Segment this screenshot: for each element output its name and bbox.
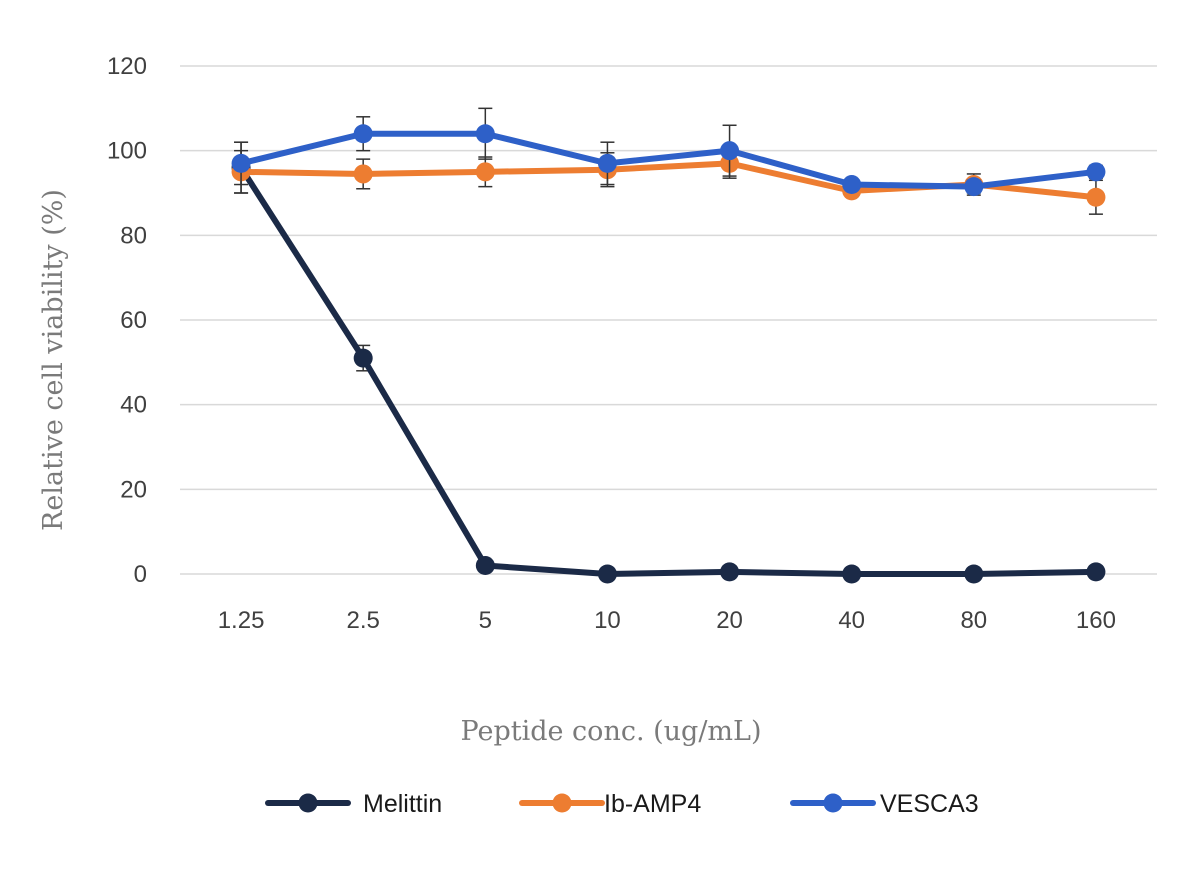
x-tick-label: 160 [1076, 607, 1116, 634]
x-tick-label: 2.5 [347, 607, 380, 634]
data-point [354, 124, 373, 143]
y-tick-label: 80 [120, 222, 147, 249]
legend-swatch-marker [824, 794, 843, 813]
data-point [842, 175, 861, 194]
y-tick-label: 20 [120, 476, 147, 503]
y-tick-label: 40 [120, 392, 147, 419]
data-point [476, 162, 495, 181]
data-point [720, 562, 739, 581]
data-point [720, 141, 739, 160]
x-tick-label: 1.25 [218, 607, 265, 634]
data-point [1086, 162, 1105, 181]
data-point [1086, 188, 1105, 207]
series-group [232, 108, 1106, 583]
data-point [354, 164, 373, 183]
data-point [964, 177, 983, 196]
data-point [354, 349, 373, 368]
data-point [232, 154, 251, 173]
x-tick-label: 80 [960, 607, 987, 634]
data-point [598, 565, 617, 584]
x-tick-label: 20 [716, 607, 743, 634]
data-point [476, 124, 495, 143]
legend: Melittin Ib-AMP4 VESCA3 [268, 790, 979, 818]
legend-item: VESCA3 [793, 790, 979, 818]
series-melittin [232, 142, 1106, 583]
series-line [241, 168, 1096, 574]
legend-label: Ib-AMP4 [604, 790, 701, 818]
y-tick-label: 60 [120, 307, 147, 334]
data-point [598, 154, 617, 173]
legend-label: Melittin [363, 790, 442, 818]
x-tick-label: 5 [479, 607, 492, 634]
legend-item: Ib-AMP4 [522, 790, 701, 818]
y-tick-label: 0 [134, 561, 147, 588]
legend-item: Melittin [268, 790, 442, 818]
y-axis-title: Relative cell viability (%) [38, 189, 69, 531]
legend-swatch-marker [553, 794, 572, 813]
data-point [476, 556, 495, 575]
x-axis-title: Peptide conc. (ug/mL) [461, 716, 762, 747]
data-point [964, 565, 983, 584]
data-point [1086, 562, 1105, 581]
y-tick-label: 100 [107, 138, 147, 165]
x-tick-labels: 1.25 2.5 5 10 20 40 80 160 [218, 607, 1116, 634]
y-tick-label: 120 [107, 53, 147, 80]
y-tick-labels: 0 20 40 60 80 100 120 [107, 53, 147, 588]
legend-label: VESCA3 [880, 790, 979, 818]
data-point [842, 565, 861, 584]
x-tick-label: 40 [838, 607, 865, 634]
x-tick-label: 10 [594, 607, 621, 634]
legend-swatch-marker [299, 794, 318, 813]
